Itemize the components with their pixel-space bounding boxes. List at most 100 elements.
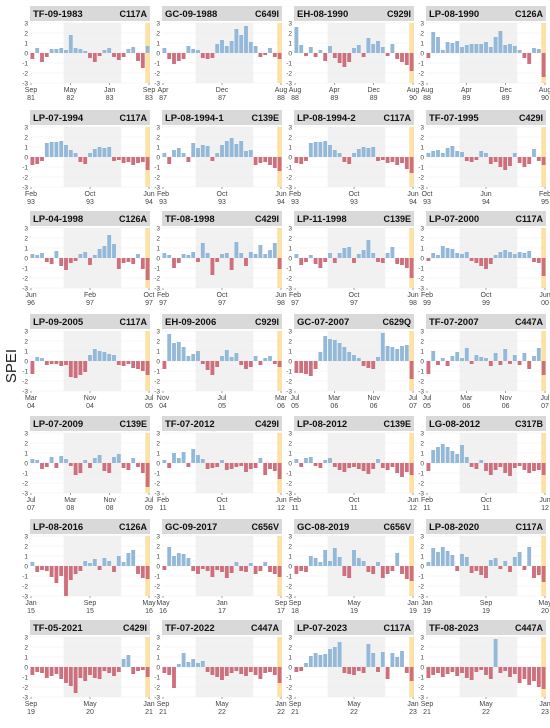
bar-positive [356, 254, 361, 258]
bar-positive [88, 563, 92, 566]
bar-positive [366, 148, 371, 157]
x-tick-label: Sep [143, 87, 156, 94]
bar-negative [512, 463, 517, 468]
y-tick-label: 3 [156, 125, 160, 132]
x-tick-label: 93 [423, 199, 431, 206]
bar-positive [145, 46, 150, 53]
bar-negative [244, 463, 248, 472]
x-tick-label: 90 [409, 95, 417, 102]
y-tick-label: 0 [156, 155, 160, 162]
bar-negative [88, 53, 92, 58]
x-tick-label: 05 [291, 403, 299, 410]
bar-negative [400, 258, 404, 265]
y-tick-label: 3 [420, 21, 424, 28]
y-tick-label: -1 [418, 369, 424, 376]
bar-negative [342, 157, 347, 162]
y-tick-label: -2 [286, 685, 292, 692]
bar-negative [263, 667, 268, 673]
bar-positive [455, 41, 460, 53]
y-tick-label: 1 [288, 349, 292, 356]
bar-positive [215, 153, 220, 157]
bar-positive [200, 459, 205, 463]
bar-positive [527, 251, 532, 258]
bar-positive [191, 252, 196, 258]
panel-title: LP-08-1994-1 [165, 113, 224, 124]
bar-positive [107, 147, 112, 157]
bar-positive [450, 43, 455, 53]
bar-negative [263, 53, 268, 55]
y-tick-label: -2 [286, 481, 292, 488]
y-tick-label: -2 [154, 71, 160, 78]
bar-positive [376, 562, 380, 566]
bar-negative [337, 463, 342, 470]
x-tick-label: Mar [328, 395, 341, 402]
bar-positive [445, 248, 450, 258]
y-tick-label: 3 [288, 21, 292, 28]
bar-negative [522, 53, 527, 58]
bar-negative [431, 667, 436, 675]
bar-positive [308, 656, 313, 667]
bar-negative [376, 258, 380, 262]
y-tick-label: 3 [24, 635, 28, 642]
bar-negative [541, 258, 546, 276]
y-tick-label: 0 [24, 564, 28, 571]
x-tick-label: Aug [421, 87, 434, 94]
y-tick-label: -1 [22, 471, 28, 478]
bar-negative [313, 258, 318, 264]
bar-negative [145, 566, 150, 579]
y-tick-label: 0 [156, 51, 160, 58]
x-tick-label: Oct [481, 292, 492, 299]
bar-negative [380, 258, 385, 263]
bar-positive [258, 245, 263, 258]
bar-negative [140, 566, 145, 578]
bar-negative [244, 361, 248, 369]
x-tick-label: 89 [330, 95, 338, 102]
bar-positive [116, 556, 121, 566]
bar-negative [541, 157, 546, 165]
bar-negative [88, 258, 92, 265]
panel-header-strip [30, 519, 150, 534]
x-tick-label: Jan [143, 701, 154, 708]
x-tick-label: Jul [145, 497, 154, 504]
bar-negative [294, 667, 299, 672]
bar-positive [107, 561, 112, 566]
bar-negative [294, 566, 299, 574]
y-tick-label: -3 [286, 81, 292, 88]
y-tick-label: 3 [156, 635, 160, 642]
bar-negative [162, 667, 167, 673]
y-tick-label: -1 [154, 165, 160, 172]
bar-negative [49, 566, 54, 577]
y-tick-label: 1 [288, 246, 292, 253]
bar-positive [30, 562, 35, 566]
x-tick-label: 88 [423, 95, 431, 102]
x-tick-label: 15 [86, 608, 94, 615]
bar-positive [191, 354, 196, 361]
bar-negative [404, 463, 409, 472]
bar-negative [121, 463, 126, 468]
y-tick-label: 0 [288, 155, 292, 162]
bar-positive [64, 50, 68, 53]
bar-negative [469, 463, 474, 467]
y-tick-label: 1 [156, 349, 160, 356]
bar-positive [30, 254, 35, 258]
y-tick-label: -1 [286, 61, 292, 68]
bar-negative [268, 566, 272, 572]
x-tick-label: Feb [157, 191, 169, 198]
y-tick-label: 3 [24, 431, 28, 438]
bar-negative [140, 463, 145, 473]
y-tick-label: 2 [288, 645, 292, 652]
y-tick-label: -3 [418, 185, 424, 192]
y-tick-label: -3 [22, 491, 28, 498]
bar-negative [244, 566, 248, 572]
bar-positive [522, 353, 527, 361]
bar-negative [54, 566, 59, 583]
bar-positive [272, 243, 277, 258]
y-tick-label: -3 [154, 389, 160, 396]
bar-positive [200, 661, 205, 667]
x-tick-label: Jun [407, 497, 418, 504]
y-tick-label: 2 [420, 645, 424, 652]
panel-mutation-tag: C117A [515, 214, 543, 224]
bar-negative [541, 53, 546, 77]
